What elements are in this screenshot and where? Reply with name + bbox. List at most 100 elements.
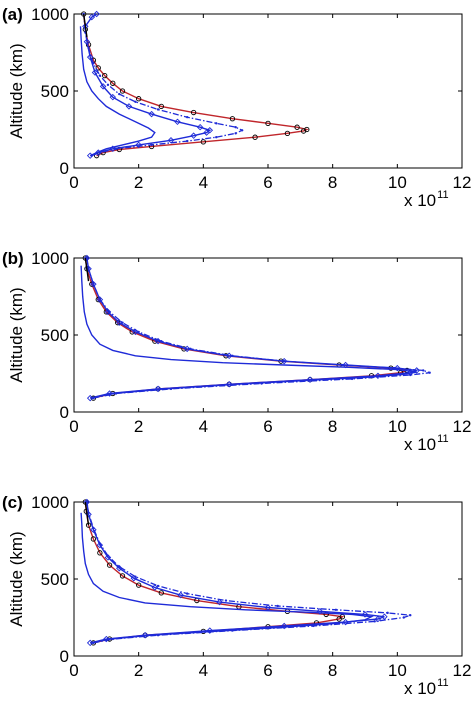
x-tick-label: 0	[69, 417, 78, 436]
data-point	[422, 369, 425, 372]
x-tick-label: 12	[453, 661, 472, 680]
data-point	[154, 337, 162, 345]
data-point	[96, 541, 104, 549]
data-point	[158, 103, 164, 110]
multiplier-base: x 10	[404, 679, 436, 698]
data-point	[98, 74, 102, 77]
data-point	[141, 631, 149, 639]
data-point	[284, 130, 291, 137]
data-point	[276, 604, 279, 608]
x-tick-label: 0	[69, 173, 78, 192]
chart-panel-3: 0 2 4 6 8 10 12 0 500 1000 Altitude (km) (c) x 1011	[2, 493, 471, 698]
data-point	[428, 371, 431, 374]
data-point	[151, 584, 159, 591]
data-point	[132, 328, 139, 336]
data-point	[91, 69, 99, 76]
multiplier-exponent: 11	[437, 189, 448, 201]
data-point	[386, 611, 389, 615]
data-point	[215, 136, 218, 139]
data-point	[136, 582, 142, 588]
data-point	[156, 584, 160, 588]
data-point	[90, 280, 97, 288]
data-point	[334, 608, 338, 611]
data-point	[110, 80, 116, 86]
x-tick-label: 2	[134, 417, 143, 436]
data-point	[185, 115, 189, 119]
x-tick-label: 6	[263, 417, 272, 436]
series-line	[84, 257, 90, 282]
data-point	[177, 591, 184, 599]
y-axis-label: Altitude (km)	[7, 287, 26, 382]
x-tick-label: 6	[263, 173, 272, 192]
y-tick-label: 500	[41, 326, 69, 345]
data-point	[83, 38, 91, 45]
data-point	[119, 573, 126, 579]
data-point	[225, 381, 233, 388]
data-point	[156, 108, 160, 111]
data-point	[394, 364, 401, 372]
x-tick-label: 2	[134, 661, 143, 680]
series-line	[83, 13, 244, 157]
data-point	[265, 120, 271, 126]
y-tick-label: 1000	[31, 493, 69, 512]
data-point	[413, 367, 420, 374]
x-tick-label: 12	[453, 173, 472, 192]
series-line	[80, 512, 374, 644]
x-tick-label: 12	[453, 417, 472, 436]
data-point	[158, 590, 164, 596]
data-point	[102, 72, 108, 79]
series-black-5	[84, 501, 90, 526]
x-axis-multiplier: x 1011	[404, 433, 449, 454]
x-tick-label: 4	[199, 661, 208, 680]
data-point	[216, 598, 223, 606]
data-point	[167, 137, 175, 144]
y-tick-label: 0	[60, 647, 69, 666]
data-point	[190, 109, 197, 116]
x-tick-label: 8	[328, 173, 337, 192]
data-point	[134, 100, 137, 103]
chart-panel-2: 0 2 4 6 8 10 12 0 500 1000 Altitude (km) (b) x 1011	[2, 249, 471, 454]
x-tick-label: 4	[199, 173, 208, 192]
x-axis-multiplier: x 1011	[404, 677, 449, 698]
data-point	[136, 96, 142, 102]
data-point	[225, 352, 233, 360]
data-point	[103, 635, 110, 643]
data-point	[229, 116, 236, 122]
data-point	[135, 141, 142, 149]
data-point	[234, 125, 237, 129]
data-point	[130, 574, 138, 582]
x-axis-multiplier: x 1011	[404, 189, 449, 210]
data-point	[294, 124, 300, 130]
data-point	[224, 599, 228, 602]
data-point	[93, 10, 100, 18]
x-tick-label: 2	[134, 173, 143, 192]
data-point	[206, 627, 214, 634]
x-tick-label: 10	[388, 417, 407, 436]
y-tick-label: 0	[60, 403, 69, 422]
data-point	[200, 139, 206, 145]
y-axis-label: Altitude (km)	[7, 43, 26, 138]
y-tick-label: 500	[41, 570, 69, 589]
x-tick-label: 6	[263, 661, 272, 680]
x-tick-label: 10	[388, 661, 407, 680]
series-blue-4	[80, 265, 417, 399]
series-line	[84, 501, 90, 526]
x-tick-label: 8	[328, 661, 337, 680]
panel-label: (c)	[2, 493, 23, 512]
data-point	[234, 132, 237, 135]
data-point	[185, 139, 189, 143]
data-point	[240, 129, 244, 132]
series-black-5	[83, 13, 88, 38]
data-point	[116, 564, 123, 572]
data-point	[83, 498, 91, 506]
x-tick-label: 8	[328, 417, 337, 436]
data-point	[196, 123, 204, 131]
data-point	[316, 608, 323, 615]
data-point	[118, 92, 121, 96]
multiplier-base: x 10	[404, 435, 436, 454]
x-tick-label: 10	[388, 173, 407, 192]
data-point	[361, 611, 369, 618]
data-point	[304, 126, 310, 133]
data-point	[252, 134, 258, 140]
